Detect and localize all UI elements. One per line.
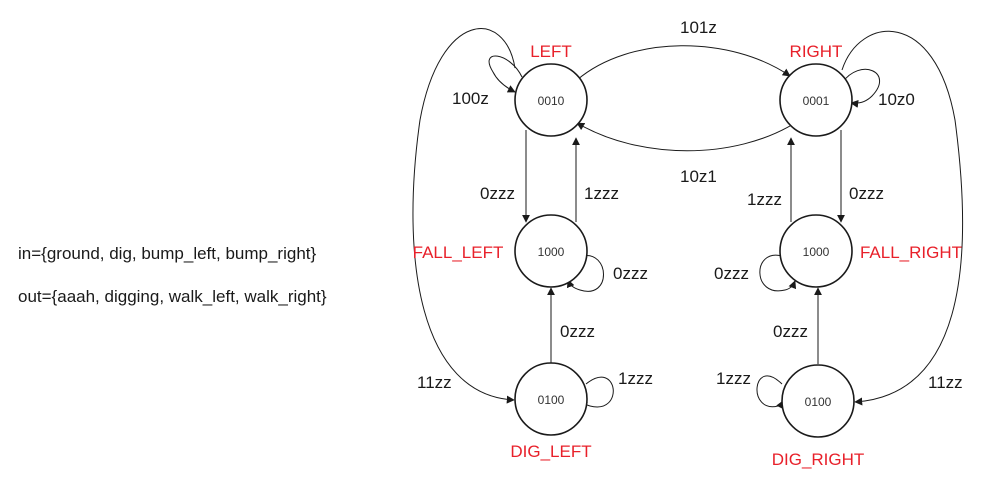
state-code-fall-right: 1000 [803, 245, 830, 259]
state-name-fall-left: FALL_LEFT [413, 243, 504, 262]
edge-right-to-left [576, 122, 796, 152]
label-right-to-fall-right: 0zzz [849, 184, 884, 203]
state-name-left: LEFT [530, 42, 572, 61]
state-circle-dig-right [781, 364, 855, 438]
state-code-right: 0001 [803, 94, 830, 108]
state-code-left: 0010 [538, 94, 565, 108]
state-right: 0001 RIGHT [779, 42, 853, 137]
label-left-to-fall-left: 0zzz [480, 184, 515, 203]
state-code-fall-left: 1000 [538, 245, 565, 259]
state-fall-left: 1000 FALL_LEFT [413, 214, 588, 288]
transition-edges [412, 28, 964, 410]
state-dig-right: 0100 DIG_RIGHT [772, 364, 865, 469]
state-circle-right [779, 63, 853, 137]
input-signals-legend: in={ground, dig, bump_left, bump_right} [18, 244, 317, 263]
label-fall-right-self: 0zzz [714, 264, 749, 283]
label-dig-left-to-fall-left: 0zzz [560, 322, 595, 341]
edge-right-self-loop [841, 68, 880, 108]
label-right-self: 10z0 [878, 90, 915, 109]
state-circle-dig-left [514, 362, 588, 436]
state-code-dig-left: 0100 [538, 393, 565, 407]
state-circle-fall-left [514, 214, 588, 288]
edge-right-to-dig-right [841, 30, 964, 406]
edge-left-self-loop [488, 55, 523, 93]
label-dig-right-to-fall-right: 0zzz [773, 322, 808, 341]
state-circle-fall-right [779, 214, 853, 288]
edge-fall-right-self-loop [759, 254, 797, 292]
state-left: 0010 LEFT [514, 42, 588, 137]
state-fall-right: 1000 FALL_RIGHT [779, 214, 962, 288]
label-left-to-dig-left: 11zz [417, 373, 452, 392]
edge-left-to-dig-left [412, 28, 516, 404]
label-fall-right-to-right: 1zzz [747, 190, 782, 209]
state-name-dig-left: DIG_LEFT [510, 442, 591, 461]
label-right-to-left: 10z1 [680, 167, 717, 186]
label-fall-left-to-left: 1zzz [584, 184, 619, 203]
label-left-self: 100z [452, 89, 489, 108]
label-dig-right-self: 1zzz [716, 369, 751, 388]
edge-dig-right-self-loop [756, 375, 784, 410]
label-left-to-right: 101z [680, 18, 717, 37]
state-code-dig-right: 0100 [805, 395, 832, 409]
label-right-to-dig-right: 11zz [928, 373, 963, 392]
output-signals-legend: out={aaah, digging, walk_left, walk_righ… [18, 287, 327, 306]
state-name-right: RIGHT [790, 42, 843, 61]
state-dig-left: 0100 DIG_LEFT [510, 362, 592, 461]
state-name-dig-right: DIG_RIGHT [772, 450, 865, 469]
label-dig-left-self: 1zzz [618, 369, 653, 388]
edge-left-to-right [576, 45, 791, 81]
state-circle-left [514, 63, 588, 137]
state-name-fall-right: FALL_RIGHT [860, 243, 962, 262]
transition-labels: 101z 10z1 100z 10z0 0zzz 1zzz 0zzz 0zzz … [417, 18, 963, 392]
edge-fall-left-self-loop [566, 255, 604, 292]
label-fall-left-self: 0zzz [613, 264, 648, 283]
